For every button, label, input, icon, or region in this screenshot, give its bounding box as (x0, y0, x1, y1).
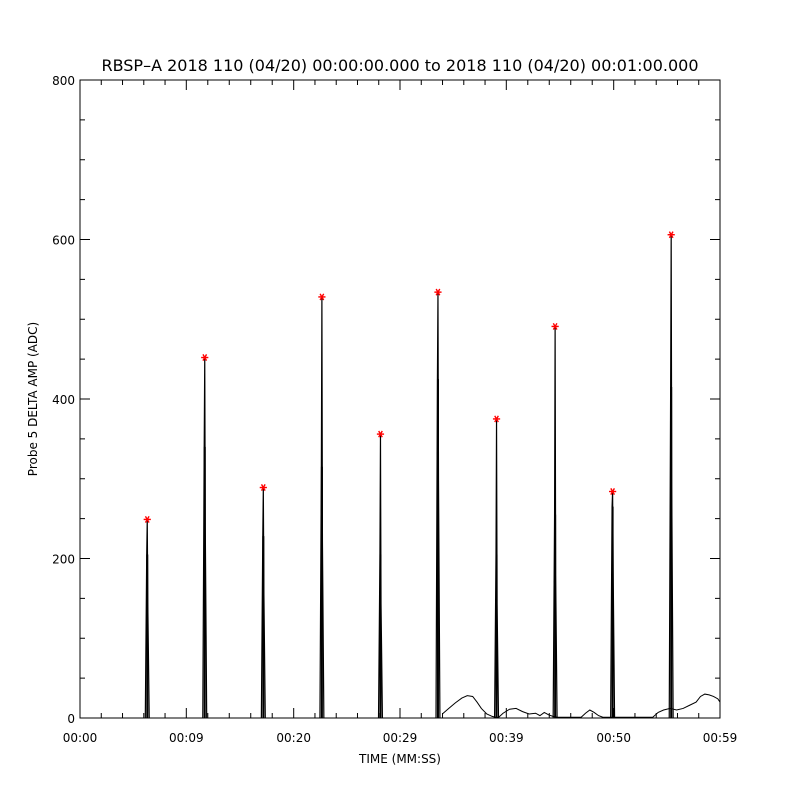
peak-marker (609, 488, 617, 495)
x-tick-label: 00:20 (276, 731, 311, 745)
y-tick-label: 0 (67, 712, 75, 726)
peak-marker-stroke (610, 488, 616, 495)
plot-frame (79, 79, 721, 719)
peak-marker-stroke (435, 288, 441, 296)
x-tick-label: 00:39 (489, 731, 524, 745)
y-axis-ticks: 0 200 400 600 800 (52, 74, 720, 726)
y-tick-label: 600 (52, 234, 75, 248)
peak-marker-stroke (319, 293, 325, 301)
chart-title: RBSP–A 2018 110 (04/20) 00:00:00.000 to … (101, 56, 698, 75)
peak-marker (492, 415, 501, 423)
peak-marker-stroke (260, 484, 266, 491)
data-layer (143, 231, 721, 719)
peak-marker-stroke (668, 231, 674, 239)
peak-marker (551, 322, 559, 330)
peak-marker (318, 293, 326, 301)
x-tick-label: 00:29 (383, 731, 418, 745)
peak-marker-stroke (494, 415, 499, 423)
peak-marker (667, 231, 675, 239)
x-tick-label: 00:00 (63, 731, 98, 745)
peak-marker (201, 354, 209, 361)
peak-marker (434, 288, 442, 296)
baseline-trace (441, 693, 721, 718)
peak-marker-stroke (144, 515, 150, 523)
y-tick-label: 800 (52, 74, 75, 88)
x-tick-label: 00:09 (169, 731, 204, 745)
peak-marker (143, 515, 151, 523)
x-axis-ticks: 00:00 00:09 00:20 00:29 00:39 00:50 00:59 (63, 80, 738, 745)
peak-marker (259, 484, 267, 491)
peak-marker-stroke (202, 354, 208, 361)
plot-area (79, 79, 721, 719)
x-tick-label: 00:50 (596, 731, 631, 745)
peak-marker-stroke (552, 322, 558, 330)
peak-marker-stroke (378, 430, 383, 438)
x-axis-label: TIME (MM:SS) (358, 752, 441, 766)
peak-marker (376, 430, 385, 438)
y-tick-label: 400 (52, 393, 75, 407)
y-axis-label: Probe 5 DELTA AMP (ADC) (26, 322, 40, 476)
y-tick-label: 200 (52, 553, 75, 567)
x-tick-label: 00:59 (703, 731, 738, 745)
